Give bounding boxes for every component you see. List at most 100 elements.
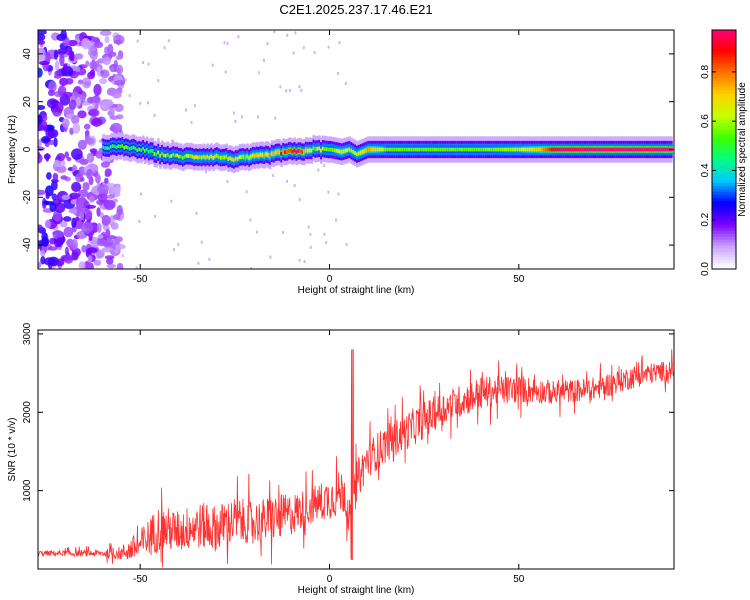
colorbar-tick-label: 0.6 bbox=[700, 114, 711, 128]
ridge-cell bbox=[573, 147, 577, 152]
noise-blob bbox=[88, 195, 95, 203]
ridge-cell bbox=[397, 147, 401, 152]
ridge-cell bbox=[374, 147, 378, 152]
noise-speck bbox=[288, 88, 291, 92]
ridge-cell bbox=[530, 147, 533, 152]
ridge-cell bbox=[244, 155, 247, 160]
ridge-cell bbox=[342, 149, 346, 154]
ridge-cell bbox=[503, 147, 507, 152]
colorbar-segment bbox=[712, 47, 736, 52]
noise-blob bbox=[63, 63, 68, 73]
ridge-cell bbox=[636, 147, 639, 152]
ridge-cell bbox=[568, 147, 571, 152]
noise-speck bbox=[337, 192, 340, 196]
noise-speck bbox=[286, 179, 289, 183]
noise-blob bbox=[49, 202, 57, 212]
ridge-cell bbox=[511, 147, 514, 152]
ridge-cell bbox=[643, 147, 647, 152]
ridge-cell bbox=[516, 147, 520, 152]
noise-blob bbox=[64, 151, 69, 159]
y-tick-label: 20 bbox=[22, 96, 33, 108]
ridge-cell bbox=[452, 147, 456, 152]
ridge-cell bbox=[520, 147, 524, 152]
noise-speck bbox=[257, 71, 260, 75]
ridge-cell bbox=[219, 155, 223, 160]
noise-blob bbox=[38, 47, 44, 53]
ridge-cell bbox=[579, 147, 582, 152]
colorbar-segment bbox=[712, 146, 736, 150]
ridge-cell bbox=[543, 147, 546, 152]
noise-speck bbox=[237, 35, 240, 39]
noise-blob bbox=[38, 189, 46, 196]
ridge-cell bbox=[444, 147, 448, 152]
ridge-cell bbox=[344, 148, 348, 153]
noise-blob bbox=[87, 110, 98, 116]
colorbar-segment bbox=[712, 254, 736, 258]
ridge-cell bbox=[236, 156, 240, 161]
ridge-cell bbox=[471, 147, 474, 152]
noise-speck bbox=[307, 225, 310, 229]
ridge-cell bbox=[337, 149, 340, 154]
ridge-cell bbox=[265, 152, 268, 157]
ridge-cell bbox=[586, 147, 590, 152]
ridge-cell bbox=[314, 147, 317, 152]
ridge-cell bbox=[338, 149, 342, 154]
y-tick-label: 40 bbox=[22, 48, 33, 60]
ridge-cell bbox=[513, 147, 516, 152]
ridge-cell bbox=[111, 144, 115, 148]
ridge-cell bbox=[480, 147, 484, 152]
ridge-cell bbox=[600, 147, 603, 152]
ridge-cell bbox=[189, 154, 192, 158]
colorbar-segment bbox=[712, 101, 736, 106]
noise-blob bbox=[45, 191, 50, 200]
noise-speck bbox=[146, 101, 149, 105]
ridge-cell bbox=[539, 147, 543, 152]
ridge-cell bbox=[501, 147, 505, 152]
ridge-cell bbox=[569, 147, 573, 152]
ridge-cell bbox=[621, 147, 624, 152]
noise-speck bbox=[136, 39, 139, 43]
noise-blob bbox=[45, 127, 56, 140]
ridge-cell bbox=[333, 148, 336, 153]
ridge-cell bbox=[227, 156, 230, 161]
ridge-cell bbox=[153, 152, 156, 156]
noise-blob bbox=[61, 118, 70, 128]
noise-blob bbox=[79, 176, 85, 182]
colorbar-segment bbox=[712, 224, 736, 228]
ridge-cell bbox=[204, 155, 208, 160]
colorbar-segment bbox=[712, 212, 736, 216]
noise-blob bbox=[42, 137, 51, 143]
noise-blob bbox=[38, 261, 42, 269]
noise-blob bbox=[84, 81, 91, 86]
ridge-cell bbox=[274, 150, 278, 155]
ridge-cell bbox=[299, 148, 302, 153]
ridge-cell bbox=[639, 147, 643, 152]
colorbar-segment bbox=[712, 179, 736, 183]
noise-blob bbox=[114, 244, 126, 250]
ridge-cell bbox=[363, 149, 367, 154]
colorbar-segment bbox=[712, 30, 736, 34]
ridge-cell bbox=[255, 153, 259, 158]
ridge-cell bbox=[221, 155, 225, 160]
ridge-cell bbox=[456, 147, 459, 152]
noise-blob bbox=[71, 181, 82, 193]
ridge-cell bbox=[134, 146, 138, 151]
ridge-cell bbox=[242, 154, 245, 159]
ridge-cell bbox=[303, 150, 306, 155]
colorbar-segment bbox=[712, 218, 736, 222]
noise-speck bbox=[193, 104, 196, 108]
ridge-cell bbox=[490, 147, 493, 152]
ridge-cell bbox=[357, 151, 361, 156]
ridge-cell bbox=[420, 147, 423, 152]
noise-blob bbox=[90, 239, 100, 248]
noise-blob bbox=[87, 255, 93, 263]
noise-blob bbox=[56, 153, 66, 162]
ridge-cell bbox=[179, 154, 183, 159]
ridge-cell bbox=[238, 155, 242, 160]
noise-speck bbox=[223, 41, 226, 45]
colorbar-segment bbox=[712, 200, 736, 204]
colorbar-segment bbox=[712, 251, 736, 255]
noise-speck bbox=[177, 242, 180, 246]
ridge-cell bbox=[138, 147, 141, 152]
ridge-cell bbox=[407, 147, 410, 152]
